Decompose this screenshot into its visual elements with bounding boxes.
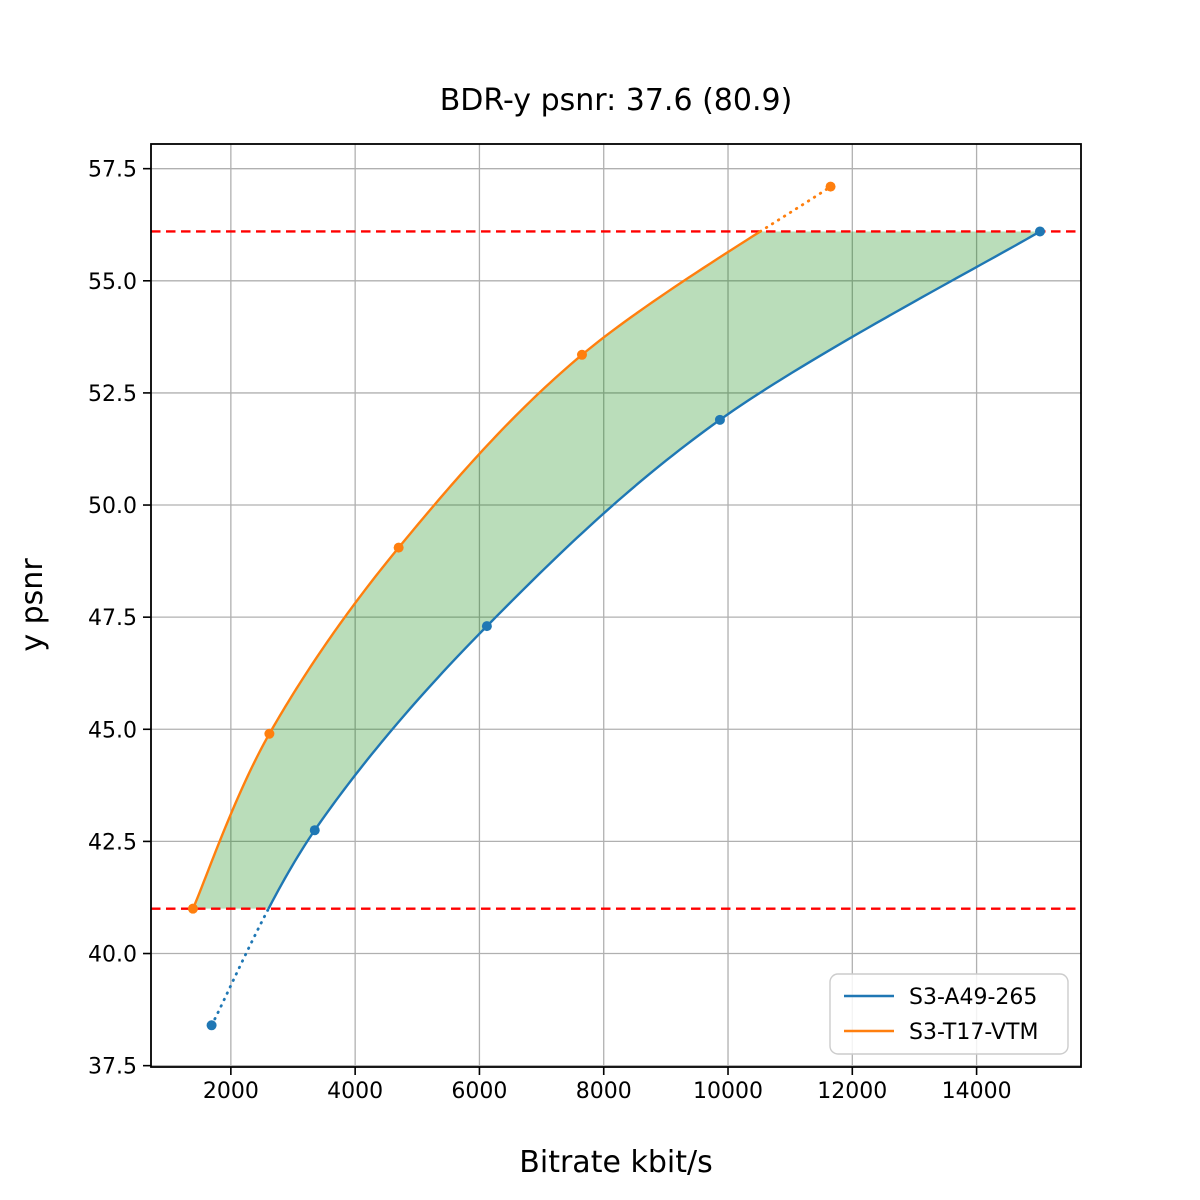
data-point-markers (187, 181, 1045, 1031)
y-tick-label: 50.0 (88, 494, 137, 519)
legend-label-s3-a49-265: S3-A49-265 (909, 985, 1037, 1010)
legend-box (829, 973, 1069, 1055)
series-line-S3-A49-265 (267, 230, 1041, 910)
x-tick-label: 10000 (693, 1079, 763, 1104)
y-tick-label: 55.0 (88, 270, 137, 295)
y-tick-label: 45.0 (88, 718, 137, 743)
overlap-fill-region (192, 231, 1040, 909)
data-point-marker (714, 414, 725, 425)
bdr-overlap-fill (192, 231, 1040, 909)
data-point-marker (309, 825, 320, 836)
x-tick-label: 4000 (327, 1079, 383, 1104)
data-point-marker (576, 349, 587, 360)
gridlines (151, 144, 1081, 1067)
x-axis-label: Bitrate kbit/s (519, 1145, 712, 1180)
y-tick-label: 52.5 (88, 382, 137, 407)
data-point-marker (393, 542, 404, 553)
series-dotted-S3-T17-VTM (758, 185, 832, 233)
x-tick-label: 8000 (576, 1079, 632, 1104)
y-tick-label: 57.5 (88, 158, 137, 183)
series-dotted-S3-A49-265 (210, 907, 270, 1027)
chart-title: BDR-y psnr: 37.6 (80.9) (440, 83, 793, 118)
y-tick-label: 40.0 (88, 943, 137, 968)
series-line-S3-T17-VTM (191, 230, 761, 910)
plot-border (150, 143, 1082, 1068)
x-tick-label: 2000 (203, 1079, 259, 1104)
y-axis-label: y psnr (15, 558, 50, 652)
overlap-bound-lines (151, 230, 1081, 910)
data-point-marker (1034, 226, 1045, 237)
y-tick-label: 37.5 (88, 1055, 137, 1080)
data-point-marker (187, 903, 198, 914)
data-point-marker (206, 1020, 217, 1031)
legend: S3-A49-265 S3-T17-VTM (829, 973, 1069, 1055)
x-tick-label: 14000 (942, 1079, 1012, 1104)
x-tick-label: 6000 (451, 1079, 507, 1104)
data-point-marker (481, 621, 492, 632)
y-tick-label: 47.5 (88, 606, 137, 631)
axis-ticks: 2000 4000 6000 8000 10000 12000 14000 37.5 40.0 4… (88, 158, 1012, 1104)
plot-spines (150, 143, 1082, 1068)
y-tick-label: 42.5 (88, 830, 137, 855)
data-point-marker (825, 181, 836, 192)
data-point-marker (264, 728, 275, 739)
legend-label-s3-t17-vtm: S3-T17-VTM (909, 1020, 1038, 1045)
rd-curves (191, 185, 1041, 1027)
x-tick-label: 12000 (817, 1079, 887, 1104)
